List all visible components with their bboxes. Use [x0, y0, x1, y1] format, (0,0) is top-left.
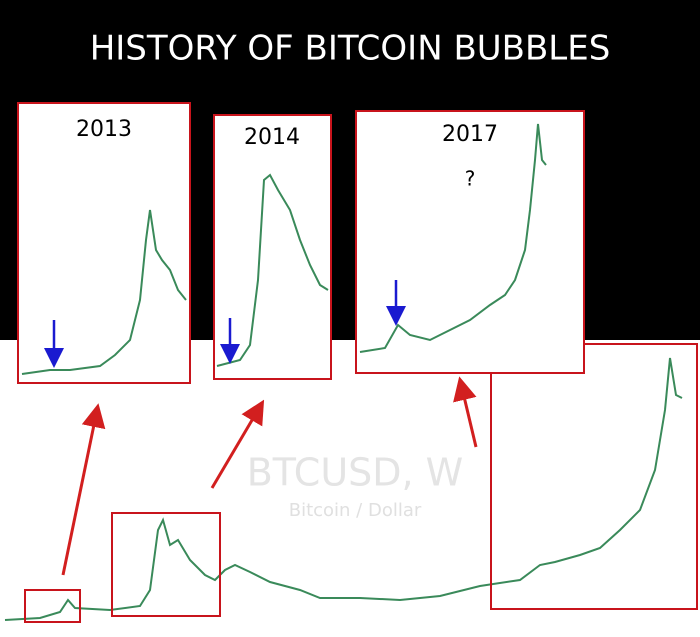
inset-2017: [355, 110, 585, 374]
watermark-description: Bitcoin / Dollar: [289, 500, 422, 521]
inset-label: 2017: [442, 122, 498, 147]
watermark-symbol: BTCUSD, W: [247, 451, 464, 495]
highlight-box: [490, 343, 698, 610]
inset-2013: [17, 102, 191, 384]
inset-label: 2013: [76, 117, 132, 142]
arrow: [453, 376, 478, 448]
arrow: [61, 403, 106, 576]
highlight-box: [24, 589, 81, 623]
inset-2014: [213, 114, 332, 380]
arrow: [210, 399, 265, 489]
inset-note: ?: [465, 167, 476, 191]
price-line: [359, 123, 547, 353]
inset-label: 2014: [244, 125, 300, 150]
main-chart: [0, 340, 700, 637]
title: HISTORY OF BITCOIN BUBBLES: [90, 29, 611, 69]
highlight-box: [111, 512, 221, 617]
price-line: [4, 357, 683, 621]
price-line: [216, 173, 329, 367]
price-line: [21, 209, 187, 375]
